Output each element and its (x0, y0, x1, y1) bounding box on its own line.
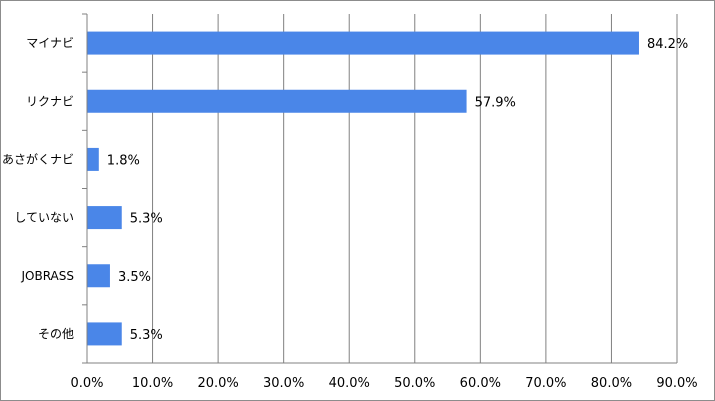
data-label-3: 5.3% (130, 212, 163, 227)
bar-1 (87, 89, 467, 113)
x-tick-label-6: 60.0% (460, 376, 501, 391)
category-label-5: その他 (38, 327, 74, 341)
x-tick-label-1: 10.0% (132, 376, 173, 391)
category-label-1: リクナビ (26, 94, 74, 108)
bar-5 (87, 322, 122, 346)
category-label-0: マイナビ (26, 36, 74, 50)
bar-0 (87, 31, 639, 55)
x-tick-label-2: 20.0% (197, 376, 238, 391)
bar-4 (87, 264, 110, 288)
x-tick-label-8: 80.0% (591, 376, 632, 391)
x-tick-label-9: 90.0% (656, 376, 697, 391)
x-tick-label-5: 50.0% (394, 376, 435, 391)
data-label-0: 84.2% (647, 37, 688, 52)
data-label-5: 5.3% (130, 328, 163, 343)
category-label-2: あさがくナビ (2, 151, 74, 166)
bar-2 (87, 147, 99, 171)
data-label-2: 1.8% (107, 153, 140, 168)
x-tick-label-4: 40.0% (329, 376, 370, 391)
x-tick-label-7: 70.0% (525, 376, 566, 391)
x-tick-label-3: 30.0% (263, 376, 304, 391)
category-label-3: していない (14, 211, 74, 225)
category-label-4: JOBRASS (20, 269, 74, 283)
data-label-1: 57.9% (475, 95, 516, 110)
data-label-4: 3.5% (118, 270, 151, 285)
bar-3 (87, 206, 122, 230)
x-tick-label-0: 0.0% (70, 376, 103, 391)
